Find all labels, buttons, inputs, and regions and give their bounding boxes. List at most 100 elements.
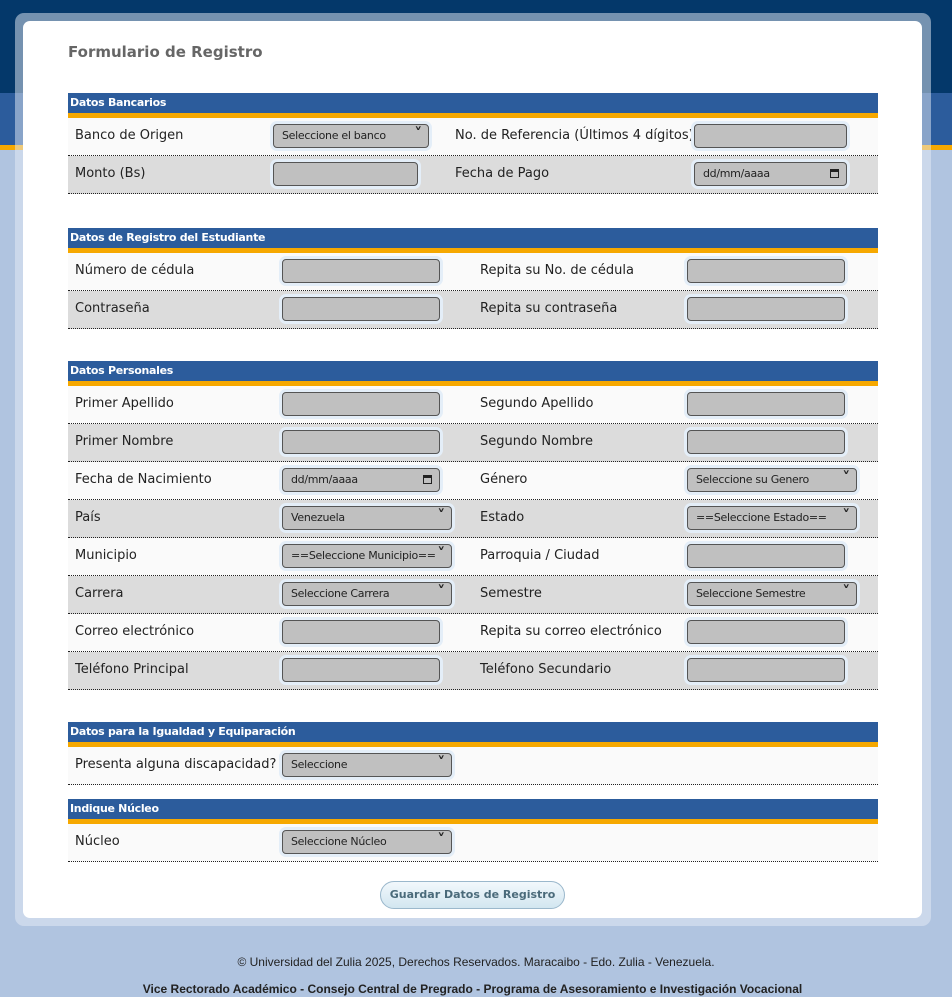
field-value: Seleccione Semestre	[696, 587, 806, 600]
primer-nombre-input[interactable]	[282, 430, 440, 454]
repita-su-no-de-cedula-input[interactable]	[687, 259, 845, 283]
form-row: Primer Nombre Segundo Nombre	[68, 424, 878, 462]
form-row: Banco de Origen Seleccione el banco ˅ No. d…	[68, 118, 878, 156]
field-label: Carrera	[75, 586, 124, 601]
form-row: Presenta alguna discapacidad? Seleccione ˅	[68, 747, 878, 785]
section-header: Datos Bancarios	[68, 93, 878, 118]
parroquia-ciudad-input[interactable]	[687, 544, 845, 568]
municipio-select[interactable]: ==Seleccione Municipio== ˅	[282, 544, 452, 568]
telefono-secundario-input[interactable]	[687, 658, 845, 682]
contrasena-input[interactable]	[282, 297, 440, 321]
field-label: Repita su contraseña	[480, 301, 618, 316]
form-row: Correo electrónico Repita su correo elect…	[68, 614, 878, 652]
carrera-select[interactable]: Seleccione Carrera ˅	[282, 582, 452, 606]
fecha-de-nacimiento-date-input[interactable]: dd/mm/aaaa	[282, 468, 440, 492]
chevron-down-icon: ˅	[437, 830, 445, 849]
repita-su-contrasena-input[interactable]	[687, 297, 845, 321]
field-label: Género	[480, 472, 528, 487]
form-row: Número de cédula Repita su No. de cédula	[68, 253, 878, 291]
page-title: Formulario de Registro	[68, 43, 263, 61]
field-label: Banco de Origen	[75, 128, 184, 143]
form-row: Teléfono Principal Teléfono Secundario	[68, 652, 878, 690]
field-label: Presenta alguna discapacidad?	[75, 757, 277, 772]
field-value: Seleccione	[291, 758, 348, 771]
field-label: Correo electrónico	[75, 624, 195, 639]
banco-de-origen-select[interactable]: Seleccione el banco ˅	[273, 124, 429, 148]
form-row: Primer Apellido Segundo Apellido	[68, 386, 878, 424]
calendar-icon[interactable]	[423, 475, 432, 484]
presenta-alguna-discapacidad-select[interactable]: Seleccione ˅	[282, 753, 452, 777]
form-row: Núcleo Seleccione Núcleo ˅	[68, 824, 878, 862]
field-value: Seleccione el banco	[282, 129, 386, 142]
field-label: Teléfono Principal	[75, 662, 189, 677]
section-datos-personales: Datos Personales Primer Apellido Segundo A…	[68, 361, 878, 690]
genero-select[interactable]: Seleccione su Genero ˅	[687, 468, 857, 492]
field-label: Contraseña	[75, 301, 150, 316]
field-value: dd/mm/aaaa	[291, 473, 358, 486]
monto-bs-input[interactable]	[273, 162, 418, 186]
field-label: Repita su correo electrónico	[480, 624, 662, 639]
section-indique-nucleo: Indique Núcleo Núcleo Seleccione Núcleo ˅	[68, 799, 878, 862]
semestre-select[interactable]: Seleccione Semestre ˅	[687, 582, 857, 606]
form-row: Fecha de Nacimiento dd/mm/aaaa Género Selec…	[68, 462, 878, 500]
form-row: Contraseña Repita su contraseña	[68, 291, 878, 329]
field-label: Estado	[480, 510, 525, 525]
section-datos-de-registro-del-estudiante: Datos de Registro del Estudiante Número d…	[68, 228, 878, 329]
segundo-apellido-input[interactable]	[687, 392, 845, 416]
chevron-down-icon: ˅	[414, 124, 422, 143]
form-row: Monto (Bs) Fecha de Pago dd/mm/aaaa	[68, 156, 878, 194]
chevron-down-icon: ˅	[437, 582, 445, 601]
field-label: Monto (Bs)	[75, 166, 146, 181]
field-value: Venezuela	[291, 511, 345, 524]
field-label: Segundo Apellido	[480, 396, 594, 411]
nucleo-select[interactable]: Seleccione Núcleo ˅	[282, 830, 452, 854]
section-header: Datos para la Igualdad y Equiparación	[68, 722, 878, 747]
chevron-down-icon: ˅	[842, 468, 850, 487]
field-label: Núcleo	[75, 834, 120, 849]
section-datos-bancarios: Datos Bancarios Banco de Origen Seleccione…	[68, 93, 878, 194]
pais-select[interactable]: Venezuela ˅	[282, 506, 452, 530]
field-value: Seleccione su Genero	[696, 473, 809, 486]
calendar-icon[interactable]	[830, 169, 839, 178]
field-label: Semestre	[480, 586, 542, 601]
field-value: Seleccione Núcleo	[291, 835, 387, 848]
chevron-down-icon: ˅	[437, 506, 445, 525]
estado-select[interactable]: ==Seleccione Estado== ˅	[687, 506, 857, 530]
section-header: Indique Núcleo	[68, 799, 878, 824]
field-label: Número de cédula	[75, 263, 195, 278]
section-header: Datos de Registro del Estudiante	[68, 228, 878, 253]
field-label: Segundo Nombre	[480, 434, 593, 449]
repita-su-correo-electronico-input[interactable]	[687, 620, 845, 644]
form-row: País Venezuela ˅ Estado ==Seleccione Estado=…	[68, 500, 878, 538]
footer-credits: Vice Rectorado Académico - Consejo Centr…	[142, 982, 803, 996]
field-label: No. de Referencia (Últimos 4 dígitos)	[455, 128, 694, 143]
chevron-down-icon: ˅	[437, 753, 445, 772]
chevron-down-icon: ˅	[842, 506, 850, 525]
footer-copyright: © Universidad del Zulia 2025, Derechos R…	[237, 955, 715, 969]
form-row: Carrera Seleccione Carrera ˅ Semestre Selecc…	[68, 576, 878, 614]
field-value: Seleccione Carrera	[291, 587, 390, 600]
numero-de-cedula-input[interactable]	[282, 259, 440, 283]
field-label: Teléfono Secundario	[480, 662, 612, 677]
field-label: Fecha de Nacimiento	[75, 472, 212, 487]
field-label: Fecha de Pago	[455, 166, 550, 181]
correo-electronico-input[interactable]	[282, 620, 440, 644]
section-datos-para-la-igualdad-y-equiparacion: Datos para la Igualdad y Equiparación Pre…	[68, 722, 878, 785]
field-label: País	[75, 510, 101, 525]
chevron-down-icon: ˅	[842, 582, 850, 601]
field-label: Primer Apellido	[75, 396, 174, 411]
telefono-principal-input[interactable]	[282, 658, 440, 682]
fecha-de-pago-date-input[interactable]: dd/mm/aaaa	[694, 162, 847, 186]
field-label: Repita su No. de cédula	[480, 263, 634, 278]
field-label: Primer Nombre	[75, 434, 174, 449]
no-de-referencia-ultimos-4-digitos-input[interactable]	[694, 124, 847, 148]
field-label: Parroquia / Ciudad	[480, 548, 600, 563]
field-value: ==Seleccione Estado==	[696, 511, 827, 524]
save-registration-button[interactable]: Guardar Datos de Registro	[380, 881, 565, 909]
field-value: ==Seleccione Municipio==	[291, 549, 436, 562]
segundo-nombre-input[interactable]	[687, 430, 845, 454]
field-label: Municipio	[75, 548, 137, 563]
chevron-down-icon: ˅	[437, 544, 445, 563]
primer-apellido-input[interactable]	[282, 392, 440, 416]
form-row: Municipio ==Seleccione Municipio== ˅ Parroq…	[68, 538, 878, 576]
